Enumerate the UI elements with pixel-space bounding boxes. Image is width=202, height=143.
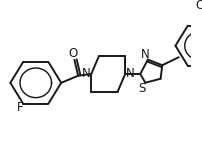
Text: N: N (82, 67, 90, 80)
Text: O: O (194, 0, 202, 12)
Text: S: S (137, 82, 145, 95)
Text: N: N (125, 67, 134, 80)
Text: F: F (17, 101, 23, 114)
Text: O: O (68, 47, 78, 60)
Text: N: N (140, 48, 149, 61)
